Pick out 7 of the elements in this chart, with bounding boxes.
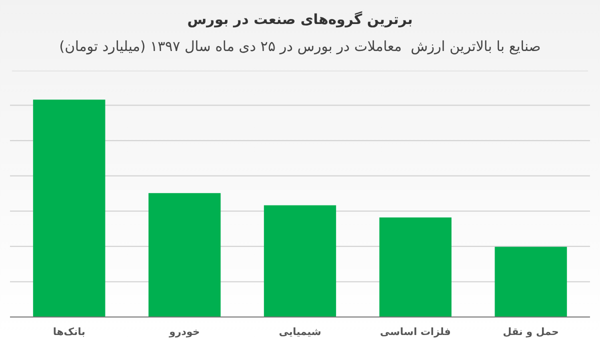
x-tick-label: فلزات اساسی [380,327,451,338]
x-tick-label: شیمیایی [278,327,322,338]
chart-subtitle: صنایع با بالاترین ارزش معاملات در بورس در ۲۵ دی ماه سال ۱۳۹۷ (میلیارد تومان) [59,39,541,55]
x-tick-label: خودرو [168,327,200,338]
chart-title: برترین گروه‌های صنعت در بورس [187,11,413,28]
x-tick-label: بانک‌ها [53,327,86,338]
x-tick-label: حمل و نقل [502,327,559,338]
